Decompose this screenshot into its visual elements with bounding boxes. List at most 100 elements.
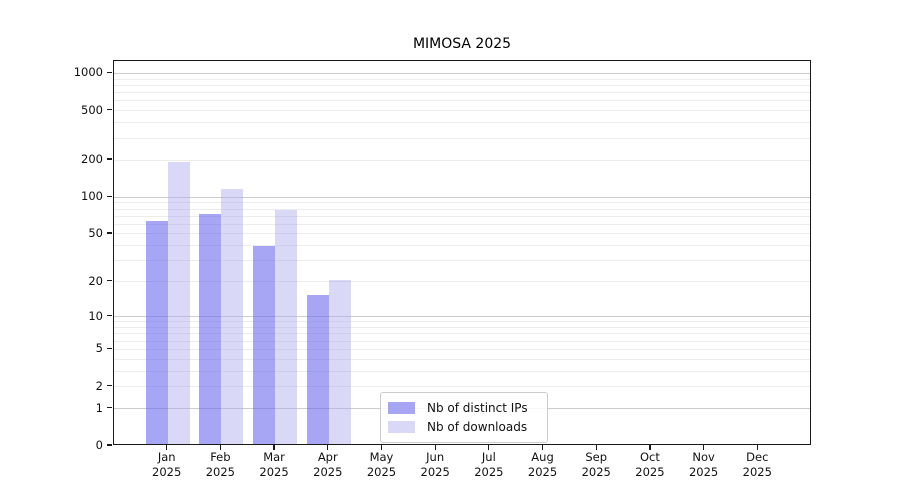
y-tick (107, 232, 112, 234)
y-tick (107, 280, 112, 282)
y-tick (107, 158, 112, 160)
x-tick-label: Aug 2025 (516, 450, 570, 480)
minor-gridline (114, 137, 810, 139)
bar-distinct-ips-jan (145, 220, 168, 444)
bar-downloads-jan (167, 162, 190, 444)
y-tick-label: 200 (81, 152, 103, 166)
x-tick (166, 445, 168, 450)
minor-gridline (114, 84, 810, 86)
major-gridline (114, 316, 810, 318)
x-tick-year: 2025 (688, 465, 719, 479)
major-gridline (114, 196, 810, 198)
minor-gridline (114, 370, 810, 372)
x-tick-year: 2025 (420, 465, 450, 479)
y-tick (107, 347, 112, 349)
minor-gridline (114, 321, 810, 323)
y-tick-label: 5 (95, 341, 103, 356)
x-tick (380, 445, 383, 450)
minor-gridline (114, 202, 810, 204)
x-tick-month: Sep (585, 450, 608, 464)
x-tick-label: Feb 2025 (193, 450, 247, 480)
y-tick (107, 71, 112, 74)
x-tick-year: 2025 (205, 465, 236, 479)
x-tick-label: Sep 2025 (569, 450, 623, 480)
minor-gridline (114, 260, 810, 262)
x-tick-month: Dec (746, 450, 769, 464)
bar-distinct-ips-feb (199, 214, 222, 444)
x-tick-month: Nov (692, 450, 715, 464)
minor-gridline (114, 245, 810, 247)
major-gridline (114, 72, 810, 74)
x-tick (327, 445, 329, 450)
minor-gridline (114, 208, 810, 210)
x-tick-month: Apr (317, 450, 338, 464)
x-tick (703, 445, 705, 450)
minor-gridline (114, 92, 810, 94)
minor-gridline (114, 159, 810, 161)
y-tick (107, 385, 112, 387)
y-tick-label: 0 (95, 438, 103, 452)
x-tick-month: Jan (157, 450, 176, 464)
bar-downloads-feb (221, 189, 244, 444)
bar-distinct-ips-apr (306, 294, 329, 444)
minor-gridline (114, 122, 810, 124)
x-tick (434, 445, 436, 450)
y-tick (107, 109, 112, 111)
x-tick-year: 2025 (152, 465, 182, 479)
legend-swatch-downloads (388, 420, 415, 433)
x-tick-year: 2025 (635, 465, 665, 479)
x-tick-label: Dec 2025 (730, 450, 784, 480)
x-tick-month: Jul (481, 450, 496, 464)
x-tick-label: Mar 2025 (247, 450, 301, 480)
minor-gridline (114, 358, 810, 360)
y-tick-label: 20 (88, 273, 103, 288)
x-tick-year: 2025 (366, 465, 397, 479)
x-tick-year: 2025 (313, 465, 343, 479)
x-tick-year: 2025 (527, 465, 558, 479)
x-tick-month: Feb (210, 450, 231, 464)
x-tick-year: 2025 (742, 465, 772, 479)
y-tick-label: 10 (88, 308, 103, 323)
minor-gridline (114, 100, 810, 102)
minor-gridline (114, 215, 810, 217)
y-tick-label: 500 (81, 102, 103, 117)
x-tick (488, 445, 490, 450)
minor-gridline (114, 327, 810, 328)
y-tick (107, 195, 112, 197)
x-tick-label: Jan 2025 (140, 450, 194, 480)
minor-gridline (114, 386, 810, 388)
y-tick-label: 2 (95, 378, 103, 393)
x-tick-label: Apr 2025 (301, 450, 355, 480)
y-tick-label: 50 (88, 225, 103, 240)
bar-downloads-apr (328, 279, 351, 444)
x-tick-label: Jul 2025 (462, 450, 516, 480)
x-tick (595, 445, 597, 450)
x-tick-month: Jun (426, 450, 445, 464)
x-tick-month: Mar (263, 450, 285, 464)
minor-gridline (114, 233, 810, 235)
x-tick (649, 445, 651, 450)
legend: Nb of distinct IPs Nb of downloads (380, 392, 548, 443)
y-tick-label: 1 (95, 400, 103, 415)
legend-label: Nb of downloads (427, 419, 528, 434)
legend-row: Nb of downloads (388, 417, 538, 436)
x-tick-year: 2025 (581, 465, 611, 479)
bar-downloads-mar (275, 210, 298, 444)
y-tick-label: 100 (81, 189, 103, 204)
x-tick (541, 445, 544, 450)
minor-gridline (114, 223, 810, 225)
y-tick (107, 444, 112, 446)
y-tick (107, 315, 112, 317)
legend-label: Nb of distinct IPs (427, 400, 528, 415)
x-tick (219, 445, 221, 450)
x-tick-label: May 2025 (354, 450, 408, 480)
legend-row: Nb of distinct IPs (388, 398, 538, 417)
minor-gridline (114, 110, 810, 112)
minor-gridline (114, 340, 810, 342)
x-tick (756, 445, 758, 450)
x-tick-year: 2025 (259, 465, 289, 479)
x-tick-label: Jun 2025 (408, 450, 462, 480)
y-tick (107, 407, 112, 409)
minor-gridline (114, 281, 810, 283)
minor-gridline (114, 78, 810, 80)
